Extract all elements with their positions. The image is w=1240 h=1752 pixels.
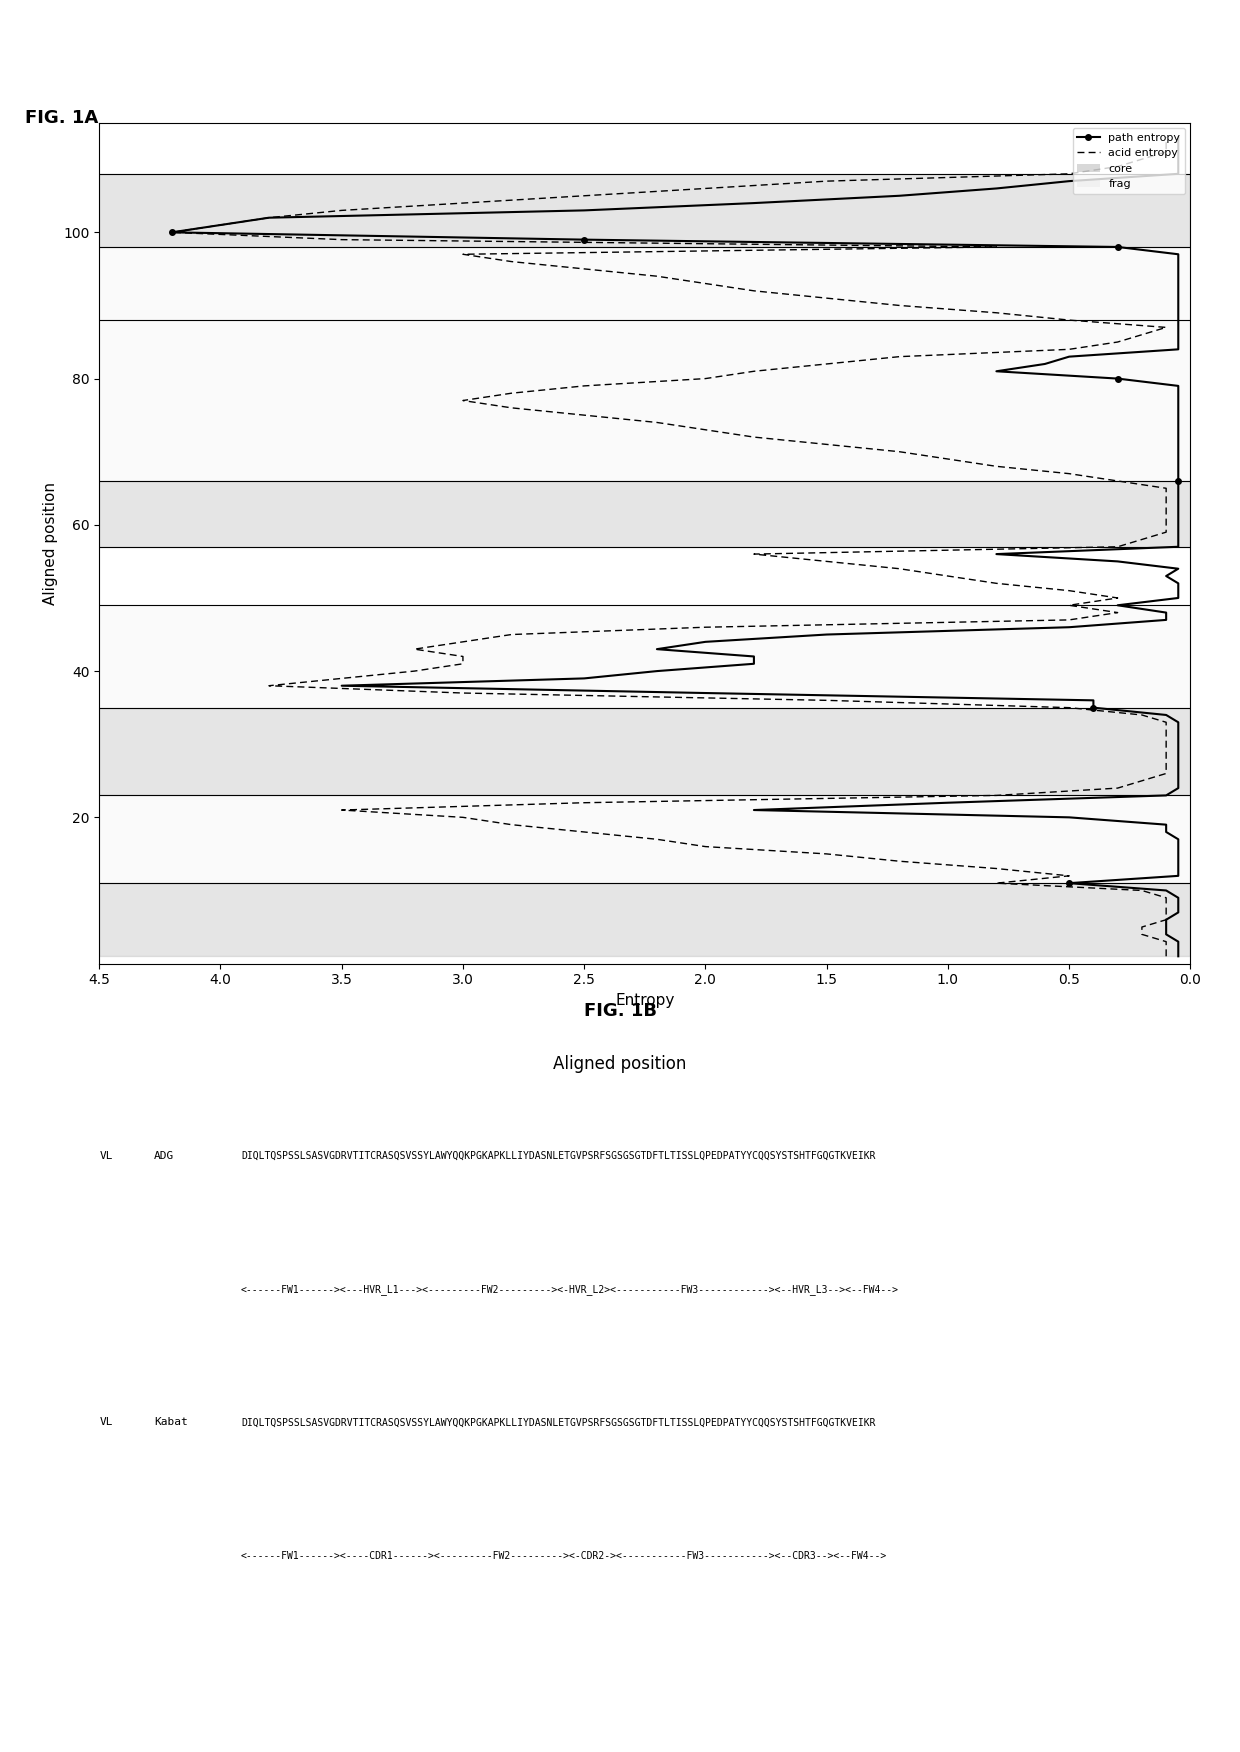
Bar bbox=[99, 883, 1190, 957]
Text: FIG. 1B: FIG. 1B bbox=[584, 1002, 656, 1020]
Bar bbox=[99, 604, 1190, 708]
Bar bbox=[99, 173, 1190, 247]
Legend: path entropy, acid entropy, core, frag: path entropy, acid entropy, core, frag bbox=[1073, 128, 1185, 194]
Text: ADG: ADG bbox=[154, 1151, 174, 1162]
Text: VL: VL bbox=[99, 1151, 113, 1162]
Bar bbox=[99, 708, 1190, 795]
Text: DIQLTQSPSSLSASVGDRVTITCRASQSVSSYLAWYQQKPGKAPKLLIYDASNLETGVPSRFSGSGSGTDFTLTISSLQP: DIQLTQSPSSLSASVGDRVTITCRASQSVSSYLAWYQQKP… bbox=[241, 1151, 875, 1162]
Text: Kabat: Kabat bbox=[154, 1417, 187, 1428]
Bar bbox=[99, 795, 1190, 883]
Text: <------FW1------><---HVR_L1---><---------FW2---------><-HVR_L2><-----------FW3--: <------FW1------><---HVR_L1---><--------… bbox=[241, 1284, 899, 1295]
X-axis label: Entropy: Entropy bbox=[615, 993, 675, 1007]
Text: Aligned position: Aligned position bbox=[553, 1055, 687, 1072]
Text: VL: VL bbox=[99, 1417, 113, 1428]
Text: FIG. 1A: FIG. 1A bbox=[25, 109, 98, 126]
Text: DIQLTQSPSSLSASVGDRVTITCRASQSVSSYLAWYQQKPGKAPKLLIYDASNLETGVPSRFSGSGSGTDFTLTISSLQP: DIQLTQSPSSLSASVGDRVTITCRASQSVSSYLAWYQQKP… bbox=[241, 1417, 875, 1428]
Y-axis label: Aligned position: Aligned position bbox=[42, 482, 57, 604]
Text: <------FW1------><----CDR1------><---------FW2---------><-CDR2-><-----------FW3-: <------FW1------><----CDR1------><------… bbox=[241, 1551, 888, 1561]
Bar bbox=[99, 321, 1190, 482]
Bar bbox=[99, 247, 1190, 321]
Bar bbox=[99, 482, 1190, 547]
